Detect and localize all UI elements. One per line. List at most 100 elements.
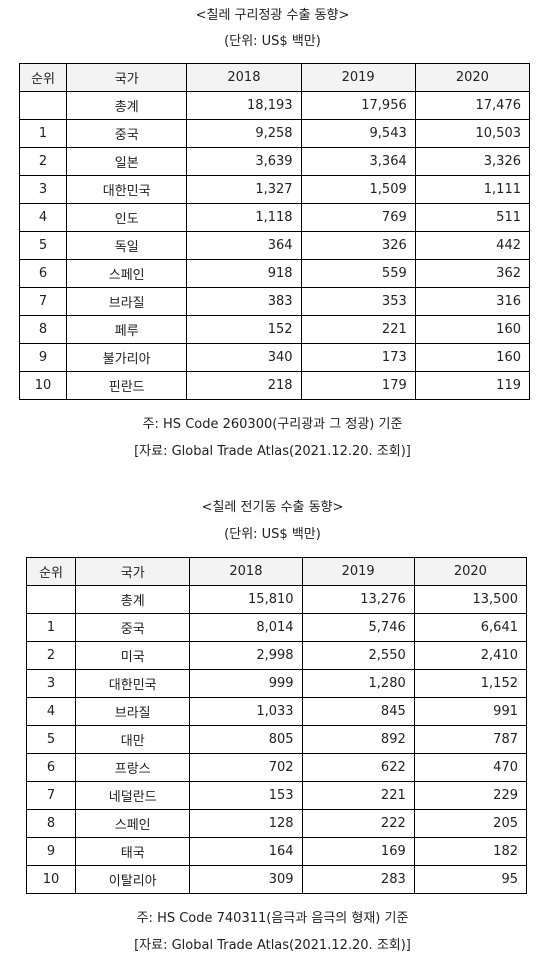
year-2020-cell: 229: [413, 781, 528, 810]
year-2020-cell: 511: [414, 203, 531, 232]
year-2019-cell: 769: [300, 203, 416, 232]
year-2020-cell: 160: [414, 343, 531, 372]
rank-cell: 1: [25, 613, 77, 642]
country-cell: 대만: [75, 725, 191, 754]
rank-cell: 7: [18, 287, 68, 316]
table-row: 9 태국 164 169 182: [25, 837, 528, 866]
rank-cell: 7: [25, 781, 77, 810]
country-cell: 중국: [75, 613, 191, 642]
year-2018-cell: 364: [186, 231, 302, 260]
year-2019-cell: 17,956: [300, 91, 416, 120]
country-cell: 이탈리아: [75, 865, 191, 894]
year-2018-cell: 999: [189, 669, 303, 698]
column-header: 2020: [413, 557, 528, 586]
rank-cell: 8: [25, 809, 77, 838]
country-cell: 태국: [75, 837, 191, 866]
country-cell: 페루: [66, 315, 188, 344]
country-cell: 스페인: [66, 259, 188, 288]
year-2018-cell: 309: [189, 865, 303, 894]
year-2019-cell: 845: [301, 697, 415, 726]
year-2020-cell: 13,500: [413, 585, 528, 614]
table-row: 1 중국 8,014 5,746 6,641: [25, 613, 528, 642]
column-header: 2020: [414, 63, 531, 92]
table-row: 5 독일 364 326 442: [18, 231, 531, 260]
year-2019-cell: 173: [300, 343, 416, 372]
year-2018-cell: 218: [186, 371, 302, 400]
country-cell: 중국: [66, 119, 188, 148]
column-header: 순위: [25, 557, 77, 586]
rank-cell: 9: [25, 837, 77, 866]
table-row: 9 불가리아 340 173 160: [18, 343, 531, 372]
year-2019-cell: 1,509: [300, 175, 416, 204]
year-2018-cell: 153: [189, 781, 303, 810]
year-2018-cell: 805: [189, 725, 303, 754]
year-2020-cell: 3,326: [414, 147, 531, 176]
table-body: 순위 국가 2018 2019 2020 총계 18,193 17,956 17,476 1 중국 9…: [18, 63, 531, 400]
column-header: 2018: [189, 557, 303, 586]
country-cell: 미국: [75, 641, 191, 670]
column-header: 2018: [186, 63, 302, 92]
year-2018-cell: 15,810: [189, 585, 303, 614]
rank-cell: 8: [18, 315, 68, 344]
year-2018-cell: 18,193: [186, 91, 302, 120]
rank-cell: 10: [18, 371, 68, 400]
year-2019-cell: 326: [300, 231, 416, 260]
table-row: 3 대한민국 999 1,280 1,152: [25, 669, 528, 698]
header-row: 순위 국가 2018 2019 2020: [25, 557, 528, 586]
country-cell: 총계: [66, 91, 188, 120]
year-2019-cell: 221: [300, 315, 416, 344]
year-2019-cell: 5,746: [301, 613, 415, 642]
year-2019-cell: 2,550: [301, 641, 415, 670]
year-2019-cell: 892: [301, 725, 415, 754]
table-row: 3 대한민국 1,327 1,509 1,111: [18, 175, 531, 204]
rank-cell: 3: [18, 175, 68, 204]
table-row: 5 대만 805 892 787: [25, 725, 528, 754]
year-2020-cell: 160: [414, 315, 531, 344]
year-2018-cell: 152: [186, 315, 302, 344]
table-row: 6 스페인 918 559 362: [18, 259, 531, 288]
country-cell: 스페인: [75, 809, 191, 838]
table-row: 1 중국 9,258 9,543 10,503: [18, 119, 531, 148]
table-row: 2 일본 3,639 3,364 3,326: [18, 147, 531, 176]
rank-cell: 3: [25, 669, 77, 698]
table-row: 10 이탈리아 309 283 95: [25, 865, 528, 894]
year-2018-cell: 2,998: [189, 641, 303, 670]
rank-cell: 5: [25, 725, 77, 754]
column-header: 국가: [66, 63, 188, 92]
table-row: 8 스페인 128 222 205: [25, 809, 528, 838]
year-2019-cell: 222: [301, 809, 415, 838]
table-row: 7 브라질 383 353 316: [18, 287, 531, 316]
copper-concentrate-export-table: 순위 국가 2018 2019 2020 총계 18,193 17,956 17,476 1 중국 9…: [18, 63, 531, 400]
year-2019-cell: 283: [301, 865, 415, 894]
rank-cell: [25, 585, 77, 614]
section1-title: <칠레 구리정광 수출 동향>: [195, 8, 350, 23]
rank-cell: 1: [18, 119, 68, 148]
year-2019-cell: 1,280: [301, 669, 415, 698]
year-2019-cell: 13,276: [301, 585, 415, 614]
rank-cell: 6: [18, 259, 68, 288]
country-cell: 핀란드: [66, 371, 188, 400]
table-row: 6 프랑스 702 622 470: [25, 753, 528, 782]
rank-cell: 6: [25, 753, 77, 782]
header-row: 순위 국가 2018 2019 2020: [18, 63, 531, 92]
year-2018-cell: 1,033: [189, 697, 303, 726]
table-row: 2 미국 2,998 2,550 2,410: [25, 641, 528, 670]
country-cell: 대한민국: [66, 175, 188, 204]
year-2019-cell: 3,364: [300, 147, 416, 176]
table-row: 8 페루 152 221 160: [18, 315, 531, 344]
year-2018-cell: 3,639: [186, 147, 302, 176]
total-row: 총계 18,193 17,956 17,476: [18, 91, 531, 120]
country-cell: 프랑스: [75, 753, 191, 782]
year-2018-cell: 918: [186, 259, 302, 288]
country-cell: 독일: [66, 231, 188, 260]
country-cell: 일본: [66, 147, 188, 176]
total-row: 총계 15,810 13,276 13,500: [25, 585, 528, 614]
year-2018-cell: 1,327: [186, 175, 302, 204]
rank-cell: 10: [25, 865, 77, 894]
year-2020-cell: 1,152: [413, 669, 528, 698]
year-2019-cell: 221: [301, 781, 415, 810]
year-2018-cell: 340: [186, 343, 302, 372]
section1-source: [자료: Global Trade Atlas(2021.12.20. 조회)]: [134, 444, 411, 459]
year-2020-cell: 182: [413, 837, 528, 866]
column-header: 국가: [75, 557, 191, 586]
